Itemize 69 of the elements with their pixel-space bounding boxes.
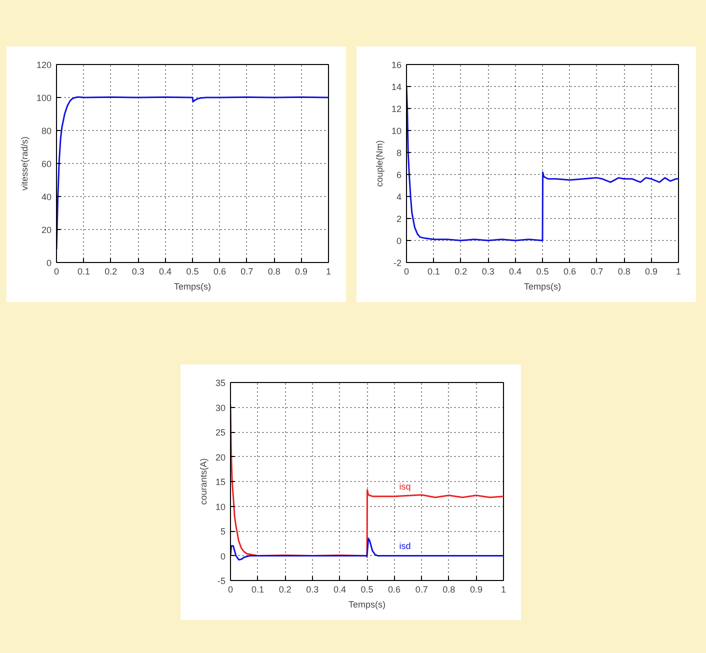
x-tick-label: 0.2	[278, 584, 292, 594]
series-label: isd	[399, 540, 411, 551]
x-tick-label: 0.7	[415, 584, 428, 594]
x-axis-title: Temps(s)	[524, 282, 562, 292]
y-tick-label: 4	[396, 192, 402, 202]
x-tick-label: 0.2	[104, 266, 118, 276]
y-tick-label: 10	[391, 126, 402, 136]
y-axis-title: couple(Nm)	[374, 140, 384, 187]
y-tick-label: 100	[36, 93, 52, 103]
y-tick-label: 25	[215, 428, 226, 438]
x-tick-label: 0.4	[159, 266, 172, 276]
x-tick-label: 1	[326, 266, 332, 276]
y-axis-title: vitesse(rad/s)	[19, 136, 30, 191]
x-tick-label: 0	[54, 266, 60, 276]
y-tick-label: 15	[215, 477, 226, 487]
y-tick-label: 6	[396, 170, 402, 180]
x-tick-label: 0.7	[590, 266, 604, 276]
y-tick-label: 20	[41, 225, 52, 235]
x-tick-label: 0.5	[536, 266, 549, 276]
x-tick-label: 0.2	[454, 266, 468, 276]
x-tick-label: 0.1	[77, 266, 90, 276]
x-tick-label: 0.5	[360, 584, 374, 594]
y-tick-label: 20	[215, 452, 226, 462]
x-tick-label: 0.9	[295, 266, 308, 276]
x-tick-label: 0.3	[482, 266, 494, 276]
x-tick-label: 0.9	[470, 584, 482, 594]
x-tick-label: 0.8	[618, 266, 630, 276]
y-tick-label: 40	[41, 192, 52, 202]
x-tick-label: 0.5	[186, 266, 199, 276]
x-tick-label: 0.1	[252, 584, 264, 594]
y-tick-label: 2	[396, 214, 402, 224]
line-series	[56, 96, 328, 250]
y-tick-label: 0	[220, 551, 226, 562]
y-tick-label: 0	[396, 236, 402, 246]
y-tick-label: -2	[394, 258, 402, 268]
x-tick-label: 0.6	[388, 584, 401, 594]
x-tick-label: 0.6	[563, 266, 576, 276]
y-tick-label: 14	[391, 82, 402, 92]
x-tick-label: 1	[676, 266, 682, 276]
y-tick-label: 0	[46, 258, 52, 268]
y-tick-label: 16	[391, 60, 402, 70]
x-tick-label: 0	[228, 584, 234, 594]
x-axis-title: Temps(s)	[348, 600, 386, 610]
y-tick-label: 30	[215, 402, 226, 413]
x-axis-title: Temps(s)	[174, 282, 212, 292]
y-tick-label: 8	[396, 148, 402, 158]
x-tick-label: 0.8	[268, 266, 280, 276]
y-tick-label: 120	[36, 60, 52, 70]
x-tick-label: 0.4	[509, 266, 522, 276]
y-tick-label: 5	[220, 526, 226, 536]
x-tick-label: 0.3	[132, 266, 144, 276]
y-tick-label: 80	[41, 126, 52, 136]
x-tick-label: 0.3	[306, 584, 319, 594]
x-tick-label: 0	[404, 266, 410, 276]
y-axis-title: courants(A)	[198, 458, 208, 505]
y-tick-label: 35	[215, 378, 226, 388]
y-tick-label: -5	[218, 576, 226, 586]
x-tick-label: 0.9	[645, 266, 658, 276]
y-tick-label: 12	[391, 104, 402, 114]
line-series	[230, 538, 504, 560]
x-tick-label: 0.8	[442, 584, 456, 594]
y-tick-label: 60	[41, 159, 52, 169]
x-tick-label: 0.1	[427, 266, 440, 276]
y-tick-label: 10	[215, 502, 226, 512]
x-tick-label: 1	[500, 584, 506, 594]
x-tick-label: 0.7	[240, 266, 254, 276]
x-tick-label: 0.4	[333, 584, 346, 594]
series-label: isq	[399, 481, 411, 492]
x-tick-label: 0.6	[213, 266, 226, 276]
